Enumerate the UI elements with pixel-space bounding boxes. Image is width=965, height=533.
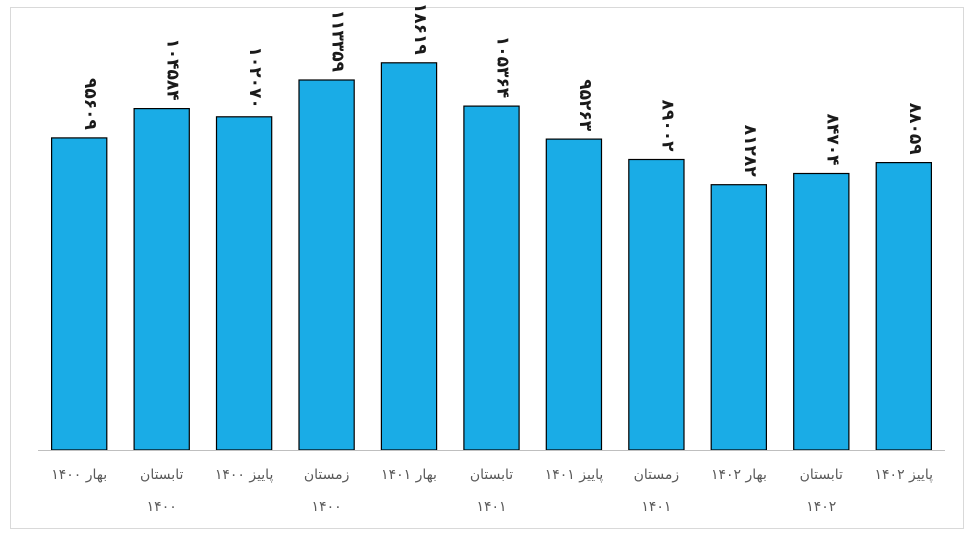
data-label-9: ۸۱۲۸۲ <box>740 125 760 178</box>
bar-4 <box>298 79 355 451</box>
category-label-11: پاییز ۱۴۰۲ <box>875 467 934 483</box>
bar-1 <box>50 137 108 451</box>
bar-8 <box>628 158 685 451</box>
bar-3 <box>215 116 273 451</box>
data-label-8: ۸۹۰۰۲ <box>657 100 677 153</box>
bar-11 <box>875 162 933 451</box>
data-labels-group: ۹۵۶۰۹ ۱۰۴۵۸۴ ۱۰۲۰۷۰ ۱۱۳۳۵۹ ۱۱۸۶۱۹ ۱۰۵۳۶۴ ۹۵۲۶۳… <box>80 0 925 177</box>
category-label-4-line-2: ۱۴۰۰ <box>312 499 342 515</box>
category-labels-group: بهار ۱۴۰۰ تابستان ۱۴۰۰ پاییز ۱۴۰۰ زمستان ۱۴۰۰… <box>51 467 933 515</box>
category-label-8-line-1: زمستان <box>634 467 680 483</box>
bar-7 <box>545 138 603 451</box>
category-label-6-line-2: ۱۴۰۱ <box>476 499 506 515</box>
data-label-11: ۸۸۰۵۹ <box>905 103 925 156</box>
data-label-10: ۸۴۷۰۴ <box>822 114 842 166</box>
data-label-7: ۹۵۲۶۳ <box>575 79 595 132</box>
bar-6 <box>463 105 520 451</box>
category-label-10-line-1: تابستان <box>800 467 843 483</box>
bars-group <box>50 62 933 451</box>
category-label-1: بهار ۱۴۰۰ <box>51 467 107 483</box>
category-label-4-line-1: زمستان <box>304 467 350 483</box>
category-label-9: بهار ۱۴۰۲ <box>711 467 767 483</box>
data-label-6: ۱۰۵۳۶۴ <box>493 36 513 98</box>
category-label-2-line-2: ۱۴۰۰ <box>147 499 177 515</box>
category-label-2-line-1: تابستان <box>140 467 183 483</box>
category-label-10-line-2: ۱۴۰۲ <box>806 499 836 515</box>
data-label-4: ۱۱۳۳۵۹ <box>328 10 348 73</box>
category-label-8-line-2: ۱۴۰۱ <box>641 499 671 515</box>
category-label-6-line-1: تابستان <box>470 467 513 483</box>
data-label-3: ۱۰۲۰۷۰ <box>245 47 265 109</box>
bar-10 <box>793 172 850 451</box>
category-label-3: پاییز ۱۴۰۰ <box>215 467 274 483</box>
bar-5 <box>380 62 438 451</box>
data-label-5: ۱۱۸۶۱۹ <box>410 0 430 55</box>
category-label-7: پاییز ۱۴۰۱ <box>545 467 604 483</box>
category-label-5: بهار ۱۴۰۱ <box>381 467 437 483</box>
bar-2 <box>133 107 190 451</box>
data-label-2: ۱۰۴۵۸۴ <box>163 38 183 100</box>
data-label-1: ۹۵۶۰۹ <box>80 78 100 131</box>
bar-9 <box>710 184 768 451</box>
